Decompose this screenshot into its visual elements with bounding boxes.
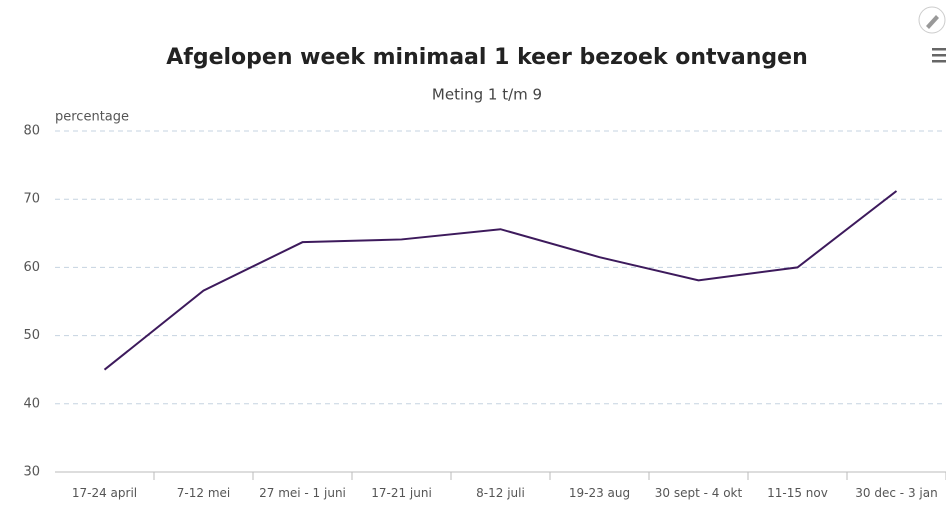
x-tick-label: 19-23 aug	[568, 486, 631, 500]
x-tick-label: 30 sept - 4 okt	[654, 486, 743, 500]
x-tick-label: 30 dec - 3 jan	[855, 486, 938, 500]
line-series	[103, 190, 898, 371]
x-tick-label: 7-12 mei	[176, 486, 231, 500]
y-tick-label: 40	[23, 396, 40, 411]
x-tick-label: 8-12 juli	[476, 486, 525, 500]
menu-icon[interactable]	[932, 48, 946, 63]
y-tick-label: 70	[23, 192, 40, 207]
menu-bar	[932, 54, 946, 57]
menu-bar	[932, 48, 946, 51]
edit-pencil	[926, 15, 939, 29]
x-tick-label: 11-15 nov	[767, 486, 828, 500]
y-tick-label: 50	[23, 328, 40, 343]
y-tick-label: 60	[23, 260, 40, 275]
x-tick-label: 27 mei - 1 juni	[259, 486, 346, 500]
y-axis-label: percentage	[55, 110, 129, 125]
chart-subtitle: Meting 1 t/m 9	[432, 86, 542, 104]
x-tick-label: 17-21 juni	[371, 486, 432, 500]
chart-title: Afgelopen week minimaal 1 keer bezoek on…	[166, 45, 807, 70]
x-tick-label: 17-24 april	[71, 486, 138, 500]
y-tick-label: 80	[23, 124, 40, 139]
menu-bar	[932, 60, 946, 63]
y-tick-label: 30	[23, 465, 40, 480]
